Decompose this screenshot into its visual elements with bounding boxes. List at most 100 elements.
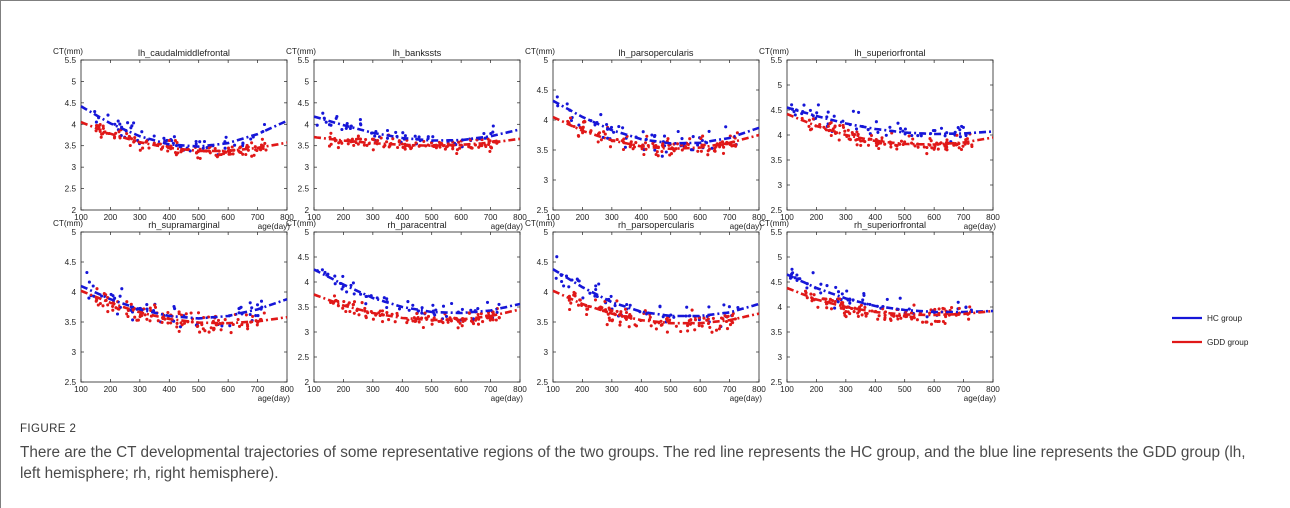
data-point-hc xyxy=(901,129,905,133)
y-tick-label: 3.5 xyxy=(771,328,783,337)
y-axis-label: CT(mm) xyxy=(286,47,316,56)
x-tick-label: 700 xyxy=(251,213,265,222)
x-tick-label: 300 xyxy=(839,385,853,394)
x-tick-label: 500 xyxy=(425,213,439,222)
data-point-hc xyxy=(868,302,872,306)
data-point-gdd xyxy=(166,310,170,315)
data-point-gdd xyxy=(935,319,940,324)
data-point-gdd xyxy=(125,132,129,136)
data-point-gdd xyxy=(489,146,494,150)
axes-box xyxy=(313,59,521,211)
data-point-hc xyxy=(874,120,878,124)
data-point-gdd xyxy=(826,300,830,304)
data-point-hc xyxy=(85,270,89,275)
data-point-hc xyxy=(315,123,319,127)
data-point-hc xyxy=(220,324,224,328)
data-point-gdd xyxy=(246,327,250,331)
data-point-hc xyxy=(961,125,965,129)
data-point-gdd xyxy=(810,127,814,131)
y-axis-label: CT(mm) xyxy=(759,47,789,56)
data-point-gdd xyxy=(855,143,859,147)
data-point-hc xyxy=(385,128,390,133)
data-point-hc xyxy=(819,282,823,286)
data-point-gdd xyxy=(460,324,464,328)
panel-title: rh_paracentral xyxy=(387,220,446,230)
data-point-hc xyxy=(326,272,330,276)
data-point-gdd xyxy=(632,145,637,149)
data-point-hc xyxy=(680,137,684,141)
data-point-hc xyxy=(925,315,929,319)
data-point-hc xyxy=(594,287,598,292)
data-point-gdd xyxy=(206,315,211,319)
data-point-hc xyxy=(228,324,232,328)
data-point-gdd xyxy=(844,310,848,314)
data-point-gdd xyxy=(111,304,115,308)
data-point-gdd xyxy=(371,317,375,321)
data-point-hc xyxy=(420,306,424,310)
data-point-hc xyxy=(223,146,227,150)
data-point-gdd xyxy=(236,317,240,322)
data-point-hc xyxy=(641,130,645,134)
data-point-hc xyxy=(132,121,136,125)
data-point-gdd xyxy=(583,120,587,124)
data-point-hc xyxy=(131,318,135,322)
data-point-gdd xyxy=(251,314,255,318)
data-point-hc xyxy=(793,276,797,280)
data-point-gdd xyxy=(943,144,947,148)
fit-line-gdd xyxy=(80,120,288,153)
x-tick-label: 400 xyxy=(395,213,409,222)
data-point-gdd xyxy=(371,148,375,152)
x-tick-label: 100 xyxy=(546,385,560,394)
data-point-gdd xyxy=(621,147,626,152)
data-point-hc xyxy=(722,303,726,307)
x-tick-label: 100 xyxy=(307,385,321,394)
data-point-gdd xyxy=(921,320,925,324)
data-point-gdd xyxy=(379,136,383,140)
data-point-hc xyxy=(450,301,454,306)
panel-rh_paracentral: rh_paracentral CT(mm) age(day) 100 200 300 400… xyxy=(286,219,527,403)
panel-rh_supramarginal: rh_supramarginal CT(mm) age(day) 100 200 300 4… xyxy=(53,219,294,403)
data-point-hc xyxy=(594,284,598,288)
y-tick-label: 3.5 xyxy=(65,142,77,151)
y-axis-label: CT(mm) xyxy=(53,47,83,56)
data-point-gdd xyxy=(260,137,264,141)
data-point-hc xyxy=(444,314,449,318)
data-point-hc xyxy=(676,129,680,134)
data-point-gdd xyxy=(618,323,622,327)
panel-title: lh_bankssts xyxy=(393,48,442,58)
x-tick-label: 800 xyxy=(280,385,294,394)
data-point-hc xyxy=(489,132,493,136)
data-point-gdd xyxy=(494,318,498,322)
data-point-gdd xyxy=(628,313,632,317)
x-tick-label: 400 xyxy=(634,213,648,222)
data-point-gdd xyxy=(216,318,221,322)
data-point-gdd xyxy=(208,151,212,155)
data-point-gdd xyxy=(223,318,227,322)
data-point-gdd xyxy=(967,317,971,321)
data-point-gdd xyxy=(125,300,129,304)
data-point-hc xyxy=(237,311,241,315)
data-point-gdd xyxy=(360,301,364,305)
y-tick-label: 5 xyxy=(304,77,309,86)
y-tick-label: 2 xyxy=(304,206,309,215)
data-point-gdd xyxy=(889,145,893,149)
data-point-gdd xyxy=(167,138,171,143)
data-point-gdd xyxy=(889,318,893,322)
data-point-gdd xyxy=(669,152,674,156)
data-point-gdd xyxy=(459,143,463,147)
data-point-gdd xyxy=(679,329,683,334)
data-point-gdd xyxy=(259,148,263,152)
data-point-hc xyxy=(120,287,124,291)
data-point-gdd xyxy=(863,140,867,144)
data-point-gdd xyxy=(262,311,266,315)
data-point-gdd xyxy=(838,123,842,128)
data-point-hc xyxy=(684,314,688,318)
data-point-gdd xyxy=(912,316,916,320)
data-point-hc xyxy=(460,307,464,311)
data-point-hc xyxy=(262,122,267,127)
data-point-gdd xyxy=(94,129,98,133)
data-point-hc xyxy=(819,291,823,295)
data-point-gdd xyxy=(430,322,434,326)
data-point-gdd xyxy=(572,124,576,129)
data-point-gdd xyxy=(961,144,965,148)
